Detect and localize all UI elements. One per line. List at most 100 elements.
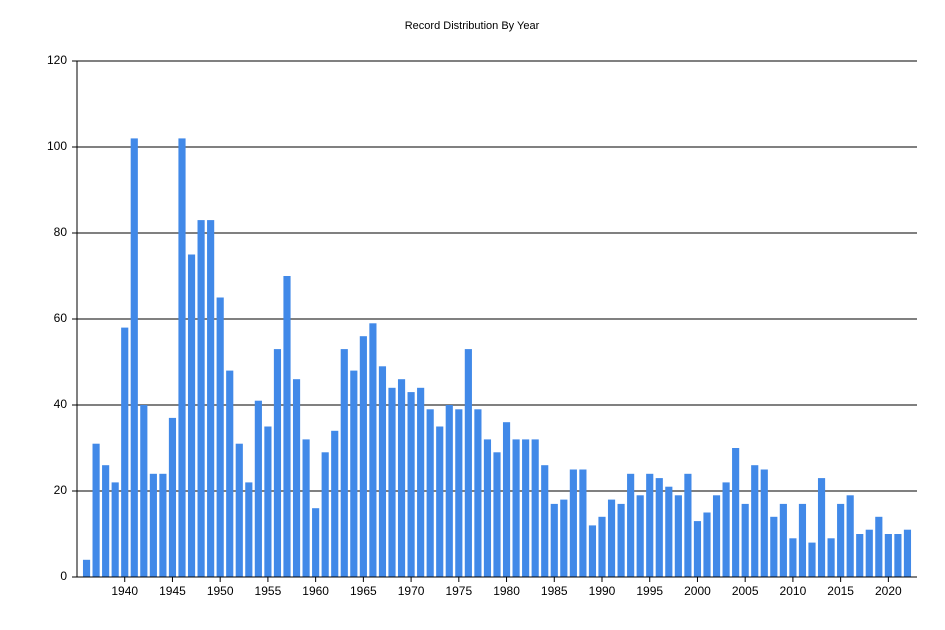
bar: [359, 336, 367, 577]
bar: [655, 478, 663, 577]
bar: [712, 495, 721, 577]
x-tick-label: 1965: [350, 584, 377, 598]
y-tick-label: 40: [54, 397, 68, 411]
bar: [493, 452, 501, 577]
x-tick-label: 2010: [780, 584, 807, 598]
bar: [474, 409, 482, 577]
y-tick-label: 60: [54, 311, 68, 325]
bar: [216, 297, 224, 577]
bar: [312, 508, 320, 577]
bar: [550, 503, 558, 577]
bar: [264, 426, 272, 577]
bar: [168, 417, 177, 577]
bar: [627, 473, 635, 577]
bar: [455, 409, 463, 577]
bar: [827, 538, 835, 577]
y-tick-label: 120: [47, 53, 67, 67]
x-tick-label: 1990: [589, 584, 616, 598]
bar: [617, 503, 625, 577]
bar: [722, 482, 730, 577]
bar: [369, 323, 377, 577]
y-tick-label: 100: [47, 139, 67, 153]
bar: [741, 503, 749, 577]
bar: [417, 387, 425, 577]
y-tick-label: 20: [54, 483, 68, 497]
bar: [598, 516, 606, 577]
chart-title: Record Distribution By Year: [405, 20, 540, 32]
bar: [789, 538, 797, 577]
x-tick-label: 2000: [684, 584, 711, 598]
bar: [350, 370, 358, 577]
x-tick-label: 1980: [493, 584, 520, 598]
bar: [674, 495, 682, 577]
bar: [292, 379, 301, 577]
x-tick-label: 2005: [732, 584, 759, 598]
bar: [226, 370, 234, 577]
x-tick-label: 1975: [445, 584, 472, 598]
bar: [207, 220, 215, 577]
bar: [684, 473, 692, 577]
bar: [779, 503, 787, 577]
bar: [187, 254, 196, 577]
y-tick-label: 80: [54, 225, 68, 239]
bar: [197, 220, 205, 577]
bar: [884, 534, 892, 577]
bar: [245, 482, 253, 577]
bar: [760, 469, 768, 577]
bar: [331, 430, 339, 577]
bar: [903, 529, 912, 577]
bar: [111, 482, 119, 577]
bar: [426, 409, 434, 577]
bar: [770, 516, 778, 577]
bar: [560, 499, 568, 577]
bar: [302, 439, 310, 577]
bar: [531, 439, 539, 577]
bar: [407, 392, 415, 577]
bar: [894, 534, 902, 577]
bar: [82, 559, 91, 577]
bar: [92, 443, 100, 577]
bar: [235, 443, 243, 577]
bar: [140, 405, 148, 577]
bar: [588, 525, 597, 577]
x-tick-label: 1940: [111, 584, 138, 598]
bar: [130, 138, 138, 577]
bar: [340, 349, 348, 577]
bar: [445, 405, 453, 577]
bar: [846, 495, 854, 577]
bar: [579, 469, 587, 577]
bar: [817, 478, 826, 577]
bar: [388, 387, 396, 577]
x-tick-label: 1985: [541, 584, 568, 598]
bar: [636, 495, 644, 577]
bar: [502, 422, 511, 577]
bar: [321, 452, 329, 577]
bar: [483, 439, 492, 577]
bar: [865, 529, 873, 577]
bar: [856, 534, 864, 577]
x-tick-label: 1945: [159, 584, 186, 598]
bar: [522, 439, 530, 577]
bar: [178, 138, 186, 577]
bar: [875, 516, 883, 577]
bar: [149, 473, 157, 577]
bar: [646, 473, 654, 577]
bar: [607, 499, 616, 577]
bar: [512, 439, 520, 577]
x-tick-label: 2015: [827, 584, 854, 598]
bar: [283, 276, 291, 577]
bar: [378, 366, 387, 577]
bar: [665, 486, 673, 577]
x-tick-label: 1995: [636, 584, 663, 598]
bar: [751, 465, 759, 577]
bar: [254, 400, 262, 577]
bar: [569, 469, 577, 577]
x-tick-label: 1960: [302, 584, 329, 598]
x-tick-label: 1955: [255, 584, 282, 598]
x-tick-label: 1970: [398, 584, 425, 598]
bar: [102, 465, 110, 577]
bar: [703, 512, 711, 577]
bar: [121, 327, 129, 577]
